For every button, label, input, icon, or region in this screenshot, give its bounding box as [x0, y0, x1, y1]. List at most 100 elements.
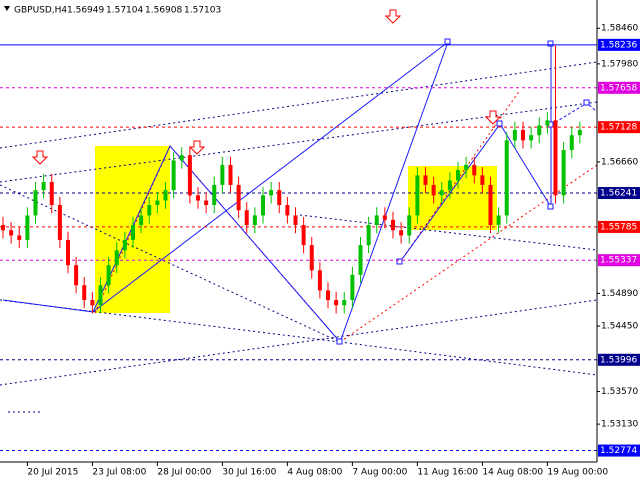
- candle-body: [1, 225, 5, 231]
- levels: [0, 44, 597, 452]
- x-tick-label: 11 Aug 16:00: [417, 468, 478, 478]
- level-label-box: [598, 187, 640, 200]
- y-tick-label: 1.54890: [601, 289, 638, 299]
- candle-body: [131, 225, 135, 240]
- x-tick-label: 23 Jul 08:00: [92, 468, 146, 478]
- candle-body: [472, 164, 477, 176]
- y-tick-label: 1.56660: [601, 157, 638, 167]
- candle-body: [9, 230, 14, 236]
- candle-body: [431, 184, 436, 196]
- candle-body: [269, 190, 274, 196]
- candle-body: [98, 285, 103, 306]
- candle-body: [504, 140, 509, 216]
- candle-body: [187, 155, 192, 196]
- level-label: 1.55337: [600, 256, 637, 266]
- level-label: 1.55785: [600, 222, 637, 232]
- level-label: 1.57128: [600, 123, 637, 133]
- signal-arrows: [31, 9, 502, 165]
- header-value: 1.57103: [184, 6, 221, 16]
- candle-body: [439, 190, 444, 196]
- candle-body: [220, 164, 225, 185]
- candles: [1, 45, 582, 314]
- candle-body: [82, 285, 87, 301]
- candle-body: [382, 215, 387, 220]
- level-label-box: [598, 38, 640, 51]
- candle-body: [309, 245, 314, 271]
- candle-body: [488, 184, 493, 226]
- x-tick-label: 14 Aug 08:00: [482, 468, 543, 478]
- y-tick-label: 1.54450: [601, 322, 638, 332]
- y-tick-label: 1.53130: [601, 420, 638, 430]
- candle-body: [212, 184, 217, 206]
- candle-body: [374, 215, 379, 226]
- candle-body: [122, 239, 127, 251]
- candle-body: [228, 164, 233, 185]
- candle-body: [480, 175, 485, 185]
- candle-body: [147, 205, 152, 216]
- candle-body: [358, 245, 363, 275]
- candle-body: [163, 190, 168, 201]
- x-tick-label: 20 Jul 2015: [27, 468, 78, 478]
- candle-body: [139, 215, 144, 226]
- candle-body: [512, 129, 517, 141]
- candle-body: [277, 190, 282, 206]
- candle-body: [399, 230, 404, 236]
- candle-body: [350, 274, 355, 301]
- candle-body: [285, 205, 290, 216]
- candle-body: [577, 129, 582, 136]
- x-tick-label: 4 Aug 08:00: [287, 468, 342, 478]
- level-label-box: [598, 444, 640, 457]
- candle-body: [561, 150, 566, 196]
- level-label-box: [598, 81, 640, 94]
- level-label-box: [598, 254, 640, 267]
- candle-body: [261, 195, 265, 216]
- x-tick-label: 30 Jul 16:00: [222, 468, 276, 478]
- y-tick-label: 1.57980: [601, 59, 638, 69]
- candle-body: [90, 300, 95, 306]
- level-label: 1.53996: [600, 355, 637, 365]
- candle-body: [106, 265, 111, 286]
- candle-body: [25, 215, 30, 240]
- channel-lines: [0, 61, 598, 413]
- level-label: 1.57658: [600, 83, 637, 93]
- candle-body: [171, 160, 176, 191]
- candle-body: [407, 215, 412, 236]
- candle-body: [464, 164, 469, 171]
- header-value: 1.56908: [145, 6, 182, 16]
- candle-body: [301, 225, 306, 246]
- candle-body: [204, 200, 209, 206]
- candle-body: [17, 235, 22, 240]
- candle-body: [456, 170, 460, 181]
- candle-body: [423, 175, 428, 185]
- candle-body: [317, 270, 322, 291]
- candle-body: [366, 225, 371, 246]
- header-value: 1.56949: [67, 6, 104, 16]
- candle-body: [33, 190, 38, 216]
- level-label-box: [598, 121, 640, 134]
- level-label: 1.56241: [600, 189, 637, 199]
- candle-body: [537, 125, 542, 136]
- candle-body: [252, 215, 257, 226]
- level-label-box: [598, 353, 640, 366]
- candle-body: [49, 181, 54, 206]
- level-label: 1.52774: [600, 446, 637, 456]
- candle-body: [57, 205, 62, 240]
- candle-body: [553, 120, 558, 196]
- candle-body: [74, 265, 79, 286]
- candle-body: [179, 155, 184, 161]
- symbol: GBPUSD,H4: [14, 6, 67, 16]
- candle-body: [196, 195, 200, 201]
- candle-body: [447, 180, 452, 191]
- candle-body: [293, 215, 298, 226]
- candle-body: [415, 175, 420, 216]
- x-tick-label: 28 Jul 00:00: [157, 468, 211, 478]
- candle-body: [334, 300, 339, 306]
- header-value: 1.57104: [106, 6, 143, 16]
- candle-body: [155, 200, 160, 206]
- level-label-box: [598, 220, 640, 233]
- forecast-points: [336, 38, 590, 345]
- header-icon: [4, 6, 10, 11]
- candle-body: [236, 184, 241, 211]
- y-tick-label: 1.53570: [601, 387, 638, 397]
